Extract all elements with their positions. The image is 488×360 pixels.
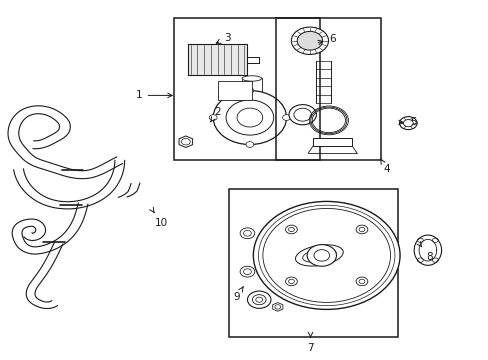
Circle shape <box>313 250 329 261</box>
Circle shape <box>306 245 336 266</box>
Ellipse shape <box>302 248 335 262</box>
Bar <box>228 189 397 337</box>
Ellipse shape <box>242 76 261 81</box>
Circle shape <box>358 279 364 284</box>
Circle shape <box>417 258 423 262</box>
Text: 2: 2 <box>210 107 221 122</box>
Circle shape <box>285 225 297 234</box>
Circle shape <box>288 279 294 284</box>
Polygon shape <box>179 136 192 148</box>
Circle shape <box>213 90 286 144</box>
Ellipse shape <box>242 96 261 101</box>
Circle shape <box>247 291 270 308</box>
Circle shape <box>417 238 423 242</box>
Text: 7: 7 <box>306 332 313 354</box>
Bar <box>188 44 246 75</box>
Text: 1: 1 <box>136 90 172 100</box>
Circle shape <box>225 100 273 135</box>
Ellipse shape <box>295 245 343 266</box>
Circle shape <box>288 227 294 231</box>
Circle shape <box>297 31 322 50</box>
Circle shape <box>245 88 253 94</box>
Circle shape <box>245 141 253 148</box>
Circle shape <box>285 277 297 286</box>
Bar <box>217 81 251 100</box>
Circle shape <box>243 269 251 275</box>
Text: 4: 4 <box>380 159 389 174</box>
Circle shape <box>240 228 254 239</box>
Polygon shape <box>272 302 282 311</box>
Circle shape <box>399 117 416 130</box>
Circle shape <box>253 202 399 309</box>
Text: 9: 9 <box>233 287 243 302</box>
Bar <box>188 44 246 75</box>
Circle shape <box>358 227 364 231</box>
Text: 8: 8 <box>416 242 432 262</box>
Circle shape <box>252 294 265 305</box>
Circle shape <box>431 258 437 262</box>
Circle shape <box>291 27 328 54</box>
Circle shape <box>181 139 190 145</box>
Text: 3: 3 <box>216 33 230 43</box>
Bar <box>242 78 261 98</box>
Bar <box>173 18 320 160</box>
Circle shape <box>288 105 316 125</box>
Circle shape <box>237 108 262 127</box>
Circle shape <box>403 120 412 127</box>
Text: 6: 6 <box>317 34 335 45</box>
Circle shape <box>209 114 217 120</box>
Circle shape <box>263 208 390 302</box>
Circle shape <box>431 238 437 242</box>
Bar <box>312 138 351 146</box>
Circle shape <box>240 266 254 277</box>
Circle shape <box>243 230 251 236</box>
Bar <box>276 18 381 160</box>
Circle shape <box>355 277 367 286</box>
Circle shape <box>258 205 394 306</box>
Circle shape <box>255 297 262 302</box>
Text: 10: 10 <box>149 207 167 228</box>
Circle shape <box>355 225 367 234</box>
Circle shape <box>274 305 280 309</box>
Circle shape <box>282 114 290 120</box>
Text: 5: 5 <box>398 117 416 127</box>
Circle shape <box>293 108 311 121</box>
